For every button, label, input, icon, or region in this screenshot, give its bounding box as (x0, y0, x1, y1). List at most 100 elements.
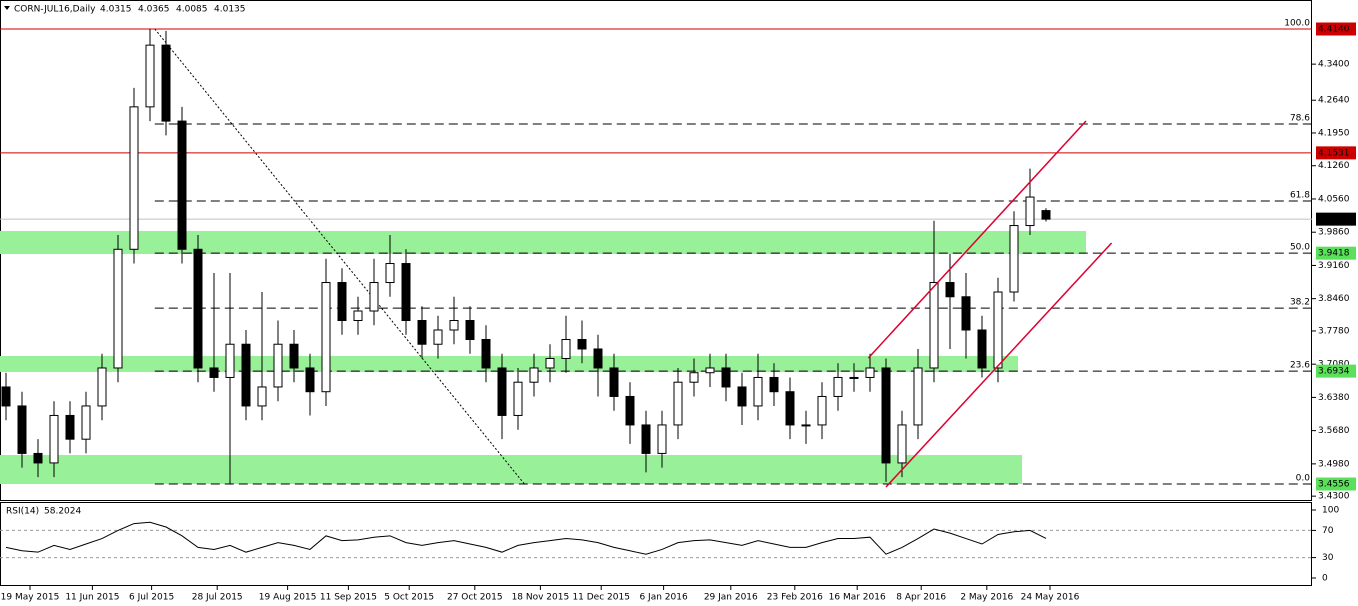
x-tick-label: 29 Jan 2016 (704, 593, 758, 603)
price-line-label: 4.1531 (1318, 148, 1350, 158)
x-tick-label: 16 Mar 2016 (829, 593, 886, 603)
fib-level-label: 0.0 (1296, 474, 1311, 484)
candle-body (577, 338, 587, 350)
candle-body (849, 376, 859, 379)
candle-body (817, 395, 827, 426)
fib-level-label: 23.6 (1290, 361, 1310, 371)
price-line-label: 4.4140 (1318, 25, 1350, 35)
candle-body (625, 395, 635, 426)
candle-body (273, 343, 283, 388)
rsi-tick-label: 100 (1322, 506, 1339, 516)
price-line-label-box (1316, 212, 1356, 226)
rsi-pane (0, 502, 1312, 586)
candle-body (33, 452, 43, 464)
candle-body (193, 248, 203, 369)
candle-body (865, 367, 875, 378)
candle-body (513, 381, 523, 416)
price-line-label-box (1316, 22, 1356, 36)
x-tick-label: 8 Apr 2016 (896, 593, 946, 603)
channel-line (885, 242, 1113, 488)
fib-level-label: 100.0 (1284, 19, 1310, 29)
x-tick-label: 11 Jun 2015 (65, 593, 119, 603)
candle-body (609, 367, 619, 397)
candle-body (881, 367, 891, 464)
rsi-line (5, 521, 1047, 555)
rsi-tick-label: 0 (1322, 574, 1328, 584)
x-tick-label: 24 May 2016 (1021, 593, 1080, 603)
candle-body (1025, 196, 1035, 227)
rsi-value: 58.2024 (44, 507, 81, 517)
y-tick-label: 3.4300 (1318, 492, 1350, 502)
ohlc-value: 4.0135 (214, 5, 246, 15)
candle-body (17, 405, 27, 454)
candle-body (833, 376, 843, 397)
y-tick-label: 3.8460 (1318, 294, 1350, 304)
ohlc-value: 4.0315 (100, 5, 132, 15)
candle-body (305, 367, 315, 393)
candle-body (529, 367, 539, 383)
y-tick-label: 4.1260 (1318, 161, 1350, 171)
x-tick-label: 23 Feb 2016 (767, 593, 823, 603)
candle-body (369, 282, 379, 312)
candle-body (673, 381, 683, 426)
rsi-label: RSI(14) (6, 507, 39, 517)
candle-body (449, 319, 459, 331)
candle-body (801, 424, 811, 427)
rsi-tick-label: 70 (1322, 526, 1334, 536)
y-tick-label: 3.5680 (1318, 426, 1350, 436)
channel-line (867, 120, 1087, 359)
y-tick-label: 4.1950 (1318, 128, 1350, 138)
candle-body (1, 386, 11, 407)
price-line-label: 4.0135 (1318, 215, 1350, 225)
candle-body (977, 329, 987, 369)
x-tick-label: 11 Sep 2015 (320, 593, 377, 603)
fib-price-label-box (1316, 477, 1356, 491)
candle-body (561, 338, 571, 359)
candle-body (737, 386, 747, 407)
candle-body (657, 424, 667, 454)
candle-body (753, 376, 763, 407)
candle-body (241, 343, 251, 407)
candle-body (1009, 225, 1019, 293)
support-zone (0, 455, 1022, 485)
candle-body (65, 414, 75, 440)
x-tick-label: 2 May 2016 (960, 593, 1013, 603)
candle-body (961, 296, 971, 331)
fib-price-label-box (1316, 246, 1356, 260)
fib-price-label: 3.6934 (1318, 367, 1350, 377)
fib-price-label: 3.9418 (1318, 249, 1350, 259)
price-line-label-box (1316, 146, 1356, 160)
y-tick-label: 3.6380 (1318, 393, 1350, 403)
y-tick-label: 3.7780 (1318, 326, 1350, 336)
support-zone (0, 230, 1086, 254)
x-tick-label: 19 Aug 2015 (259, 593, 317, 603)
candle-body (993, 291, 1003, 369)
y-tick-label: 4.2640 (1318, 96, 1350, 106)
menu-icon[interactable] (4, 6, 10, 10)
candle-body (177, 120, 187, 250)
fib-level-label: 50.0 (1290, 243, 1310, 253)
candle-body (385, 263, 395, 284)
x-tick-label: 6 Jan 2016 (639, 593, 687, 603)
candle-body (289, 343, 299, 369)
candle-body (465, 319, 475, 340)
candle-body (161, 44, 171, 122)
candle-body (1041, 210, 1051, 220)
candle-body (337, 282, 347, 321)
candle-body (433, 329, 443, 345)
candle-body (129, 106, 139, 250)
candle-body (769, 376, 779, 393)
x-tick-label: 5 Oct 2015 (384, 593, 434, 603)
x-tick-label: 18 Nov 2015 (512, 593, 570, 603)
candle-body (257, 386, 267, 407)
ohlc-value: 4.0365 (138, 5, 170, 15)
candle-body (145, 44, 155, 108)
candle-body (81, 405, 91, 440)
candle-body (225, 343, 235, 378)
candle-body (641, 424, 651, 454)
ohlc-value: 4.0085 (176, 5, 208, 15)
candle-body (897, 424, 907, 464)
y-tick-label: 3.4980 (1318, 459, 1350, 469)
x-tick-label: 11 Dec 2015 (572, 593, 630, 603)
